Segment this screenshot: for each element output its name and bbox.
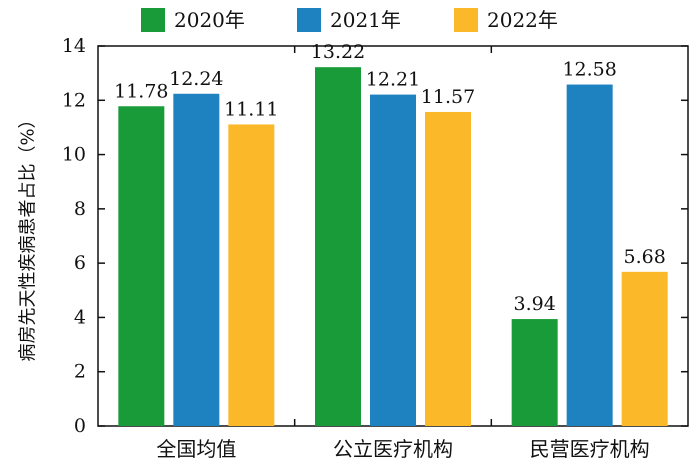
data-label: 3.94 xyxy=(514,293,556,315)
x-category-label: 公立医疗机构 xyxy=(333,437,453,461)
data-label: 11.11 xyxy=(224,98,278,120)
x-category-label: 民营医疗机构 xyxy=(530,437,650,461)
legend-item: 2020年 xyxy=(141,8,245,32)
data-label: 13.22 xyxy=(311,41,365,63)
y-tick-label: 2 xyxy=(74,361,86,383)
data-label: 5.68 xyxy=(624,246,666,268)
legend-swatch xyxy=(454,8,478,32)
y-axis-label: 病房先天性疾病患者占比（%） xyxy=(18,110,39,361)
y-tick-label: 12 xyxy=(62,89,86,111)
data-label: 11.78 xyxy=(114,80,168,102)
y-tick-label: 0 xyxy=(74,415,86,437)
legend-swatch xyxy=(297,8,321,32)
data-label: 12.21 xyxy=(366,69,420,91)
bar xyxy=(228,124,275,426)
y-tick-label: 10 xyxy=(62,144,86,166)
bar xyxy=(315,67,361,427)
y-tick-label: 4 xyxy=(74,306,86,328)
bar xyxy=(566,84,613,427)
legend-item: 2021年 xyxy=(297,8,401,32)
y-tick-label: 8 xyxy=(74,198,86,220)
x-axis: 全国均值 公立医疗机构 民营医疗机构 xyxy=(156,46,650,461)
legend-item: 2022年 xyxy=(454,8,558,32)
legend-swatch xyxy=(141,8,165,32)
y-tick-label: 14 xyxy=(62,35,86,57)
legend-label: 2021年 xyxy=(330,8,401,32)
data-label: 12.24 xyxy=(169,68,223,90)
bar xyxy=(118,106,165,426)
bar xyxy=(621,271,668,426)
data-label: 11.57 xyxy=(421,86,475,108)
data-label: 12.58 xyxy=(562,59,616,81)
legend-label: 2020年 xyxy=(174,8,245,32)
bar xyxy=(511,319,558,426)
bar xyxy=(425,111,471,426)
bar xyxy=(370,94,416,426)
legend: 2020年 2021年 2022年 xyxy=(141,8,558,32)
bar xyxy=(173,93,220,427)
x-category-label: 全国均值 xyxy=(156,437,236,461)
y-tick-label: 6 xyxy=(74,252,86,274)
legend-label: 2022年 xyxy=(487,8,558,32)
